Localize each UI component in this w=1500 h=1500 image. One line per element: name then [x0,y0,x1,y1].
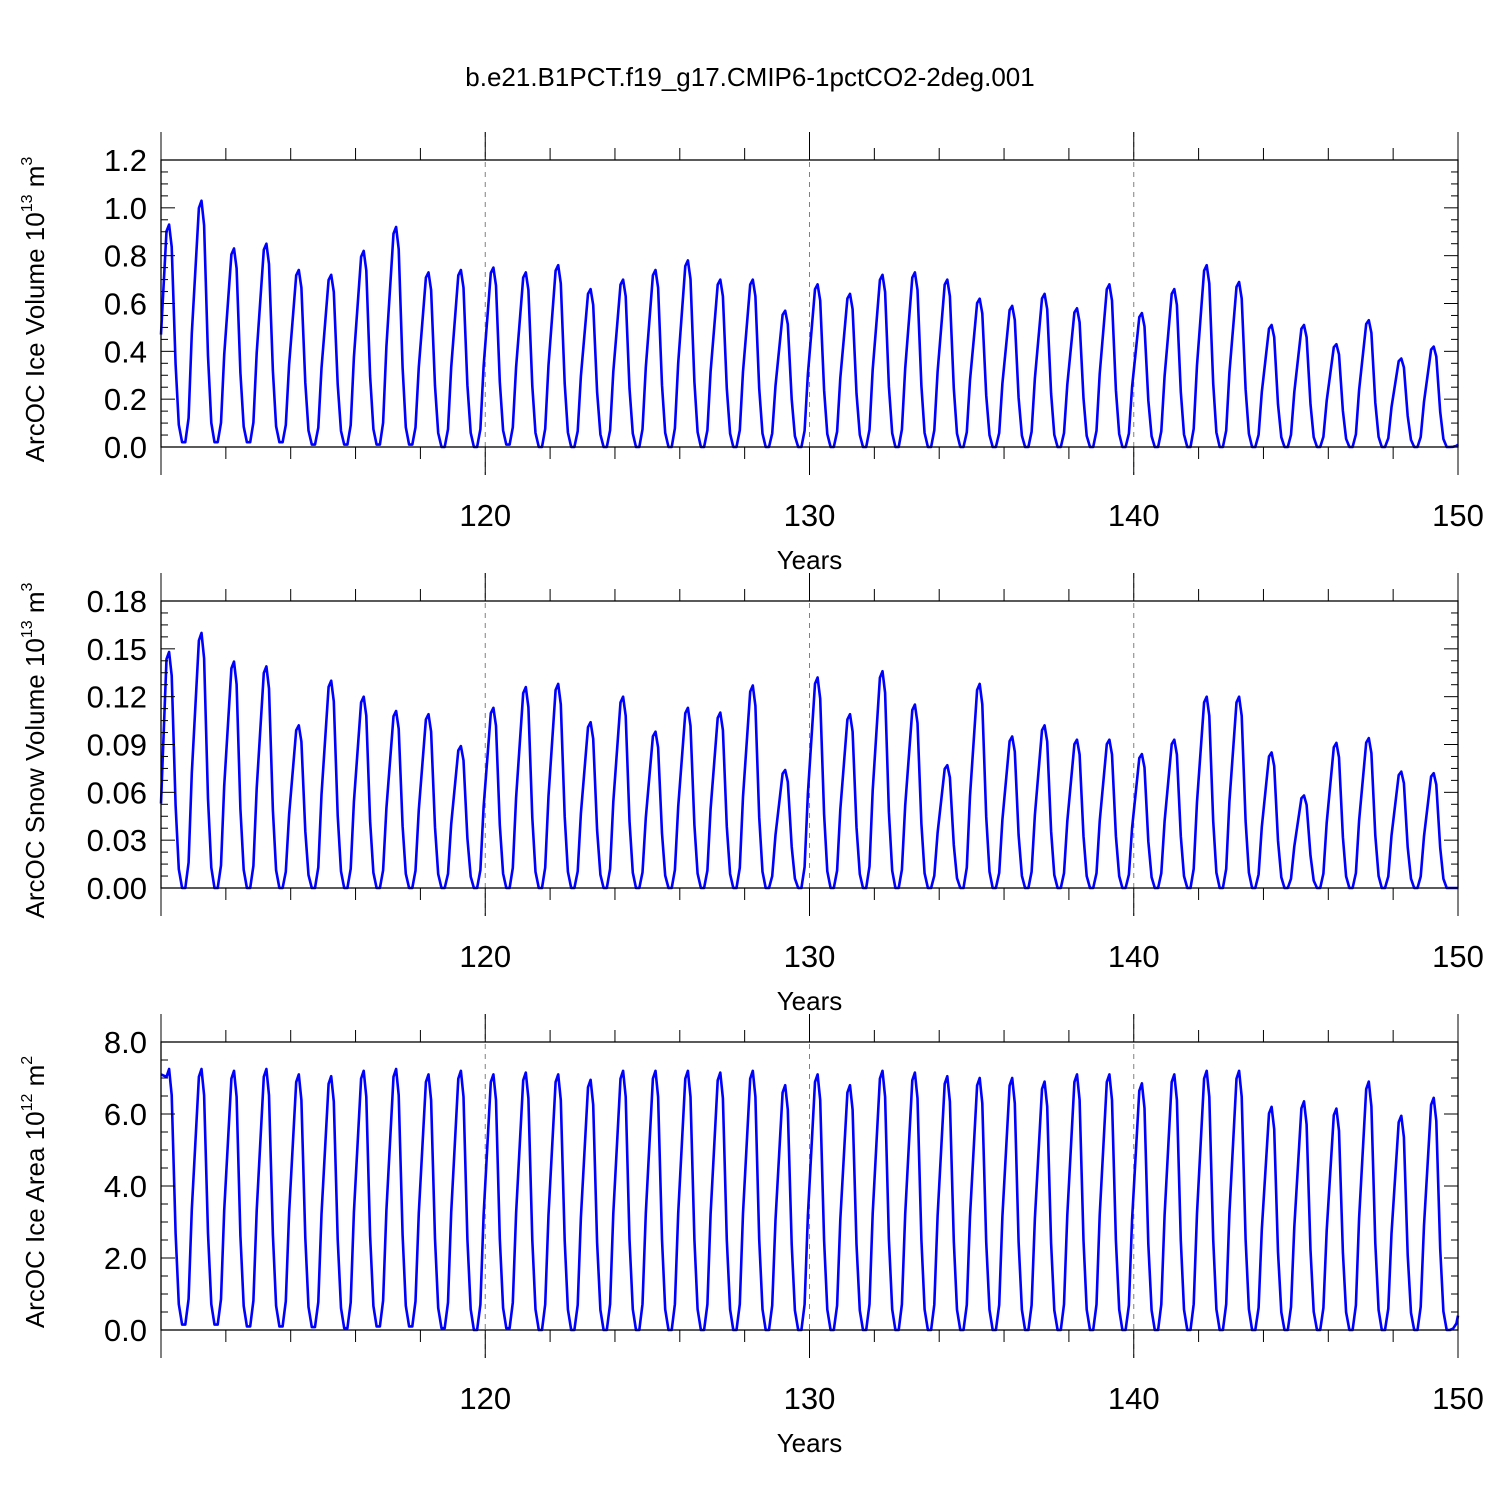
page-title: b.e21.B1PCT.f19_g17.CMIP6-1pctCO2-2deg.0… [465,62,1035,92]
series-line [159,631,1458,890]
y-tick-label: 0.2 [104,382,147,417]
y-tick-label: 0.12 [87,680,147,715]
x-tick-label: 150 [1432,1381,1484,1416]
series-line [159,199,1459,449]
x-axis-label: Years [777,1428,843,1458]
y-label-part: 2 [19,1056,36,1065]
panel-snow-volume: 0.00 0.03 0.06 0.09 0.12 0.15 0.18 120 130 140 150… [19,573,1484,1016]
panel-ice-area: 0.0 2.0 4.0 6.0 8.0 120 130 140 150 Years ArcOC Ic… [19,1014,1484,1458]
x-tick-label: 130 [784,939,836,974]
y-tick-label: 0.03 [87,823,147,858]
x-tick-label: 120 [459,1381,511,1416]
x-tick-label: 120 [459,939,511,974]
y-label-part: 13 [19,194,36,212]
y-tick-label: 0.15 [87,632,147,667]
y-label-part: m [20,591,50,620]
y-label-part: m [20,166,50,195]
y-label-part: ArcOC Snow Volume 10 [20,638,50,918]
y-tick-label: 1.2 [104,143,147,178]
y-tick-label: 4.0 [104,1169,147,1204]
y-tick-label: 8.0 [104,1025,147,1060]
y-label-part: 13 [19,620,36,638]
y-label-part: 12 [19,1094,36,1112]
y-tick-label: 6.0 [104,1097,147,1132]
y-label-part: 3 [19,157,36,166]
y-tick-label: 0.6 [104,287,147,322]
y-axis-label: ArcOC Ice Area 1012 m2 [19,1056,50,1328]
y-tick-label: 0.00 [87,871,147,906]
x-axis-label: Years [777,986,843,1016]
x-axis-label: Years [777,545,843,575]
y-tick-label: 0.18 [87,584,147,619]
y-axis-label: ArcOC Snow Volume 1013 m3 [19,582,50,918]
y-label-part: 3 [19,582,36,591]
x-tick-label: 150 [1432,498,1484,533]
y-tick-label: 0.0 [104,430,147,465]
x-tick-label: 130 [784,498,836,533]
x-tick-label: 130 [784,1381,836,1416]
y-label-part: ArcOC Ice Area 10 [20,1111,50,1328]
y-tick-label: 1.0 [104,191,147,226]
x-tick-label: 140 [1108,498,1160,533]
y-label-part: m [20,1065,50,1094]
panel-ice-volume: 0.0 0.2 0.4 0.6 0.8 1.0 1.2 120 130 140 150 Years Ar… [19,132,1484,575]
y-tick-label: 0.4 [104,334,147,369]
y-tick-label: 0.06 [87,775,147,810]
y-tick-label: 0.09 [87,728,147,763]
x-tick-label: 120 [459,498,511,533]
x-tick-label: 140 [1108,939,1160,974]
x-tick-label: 140 [1108,1381,1160,1416]
y-axis-label: ArcOC Ice Volume 1013 m3 [19,157,50,463]
series-line [160,1067,1460,1332]
y-tick-label: 0.8 [104,239,147,274]
y-tick-label: 2.0 [104,1241,147,1276]
y-label-part: ArcOC Ice Volume 10 [20,212,50,462]
x-tick-label: 150 [1432,939,1484,974]
y-tick-label: 0.0 [104,1313,147,1348]
